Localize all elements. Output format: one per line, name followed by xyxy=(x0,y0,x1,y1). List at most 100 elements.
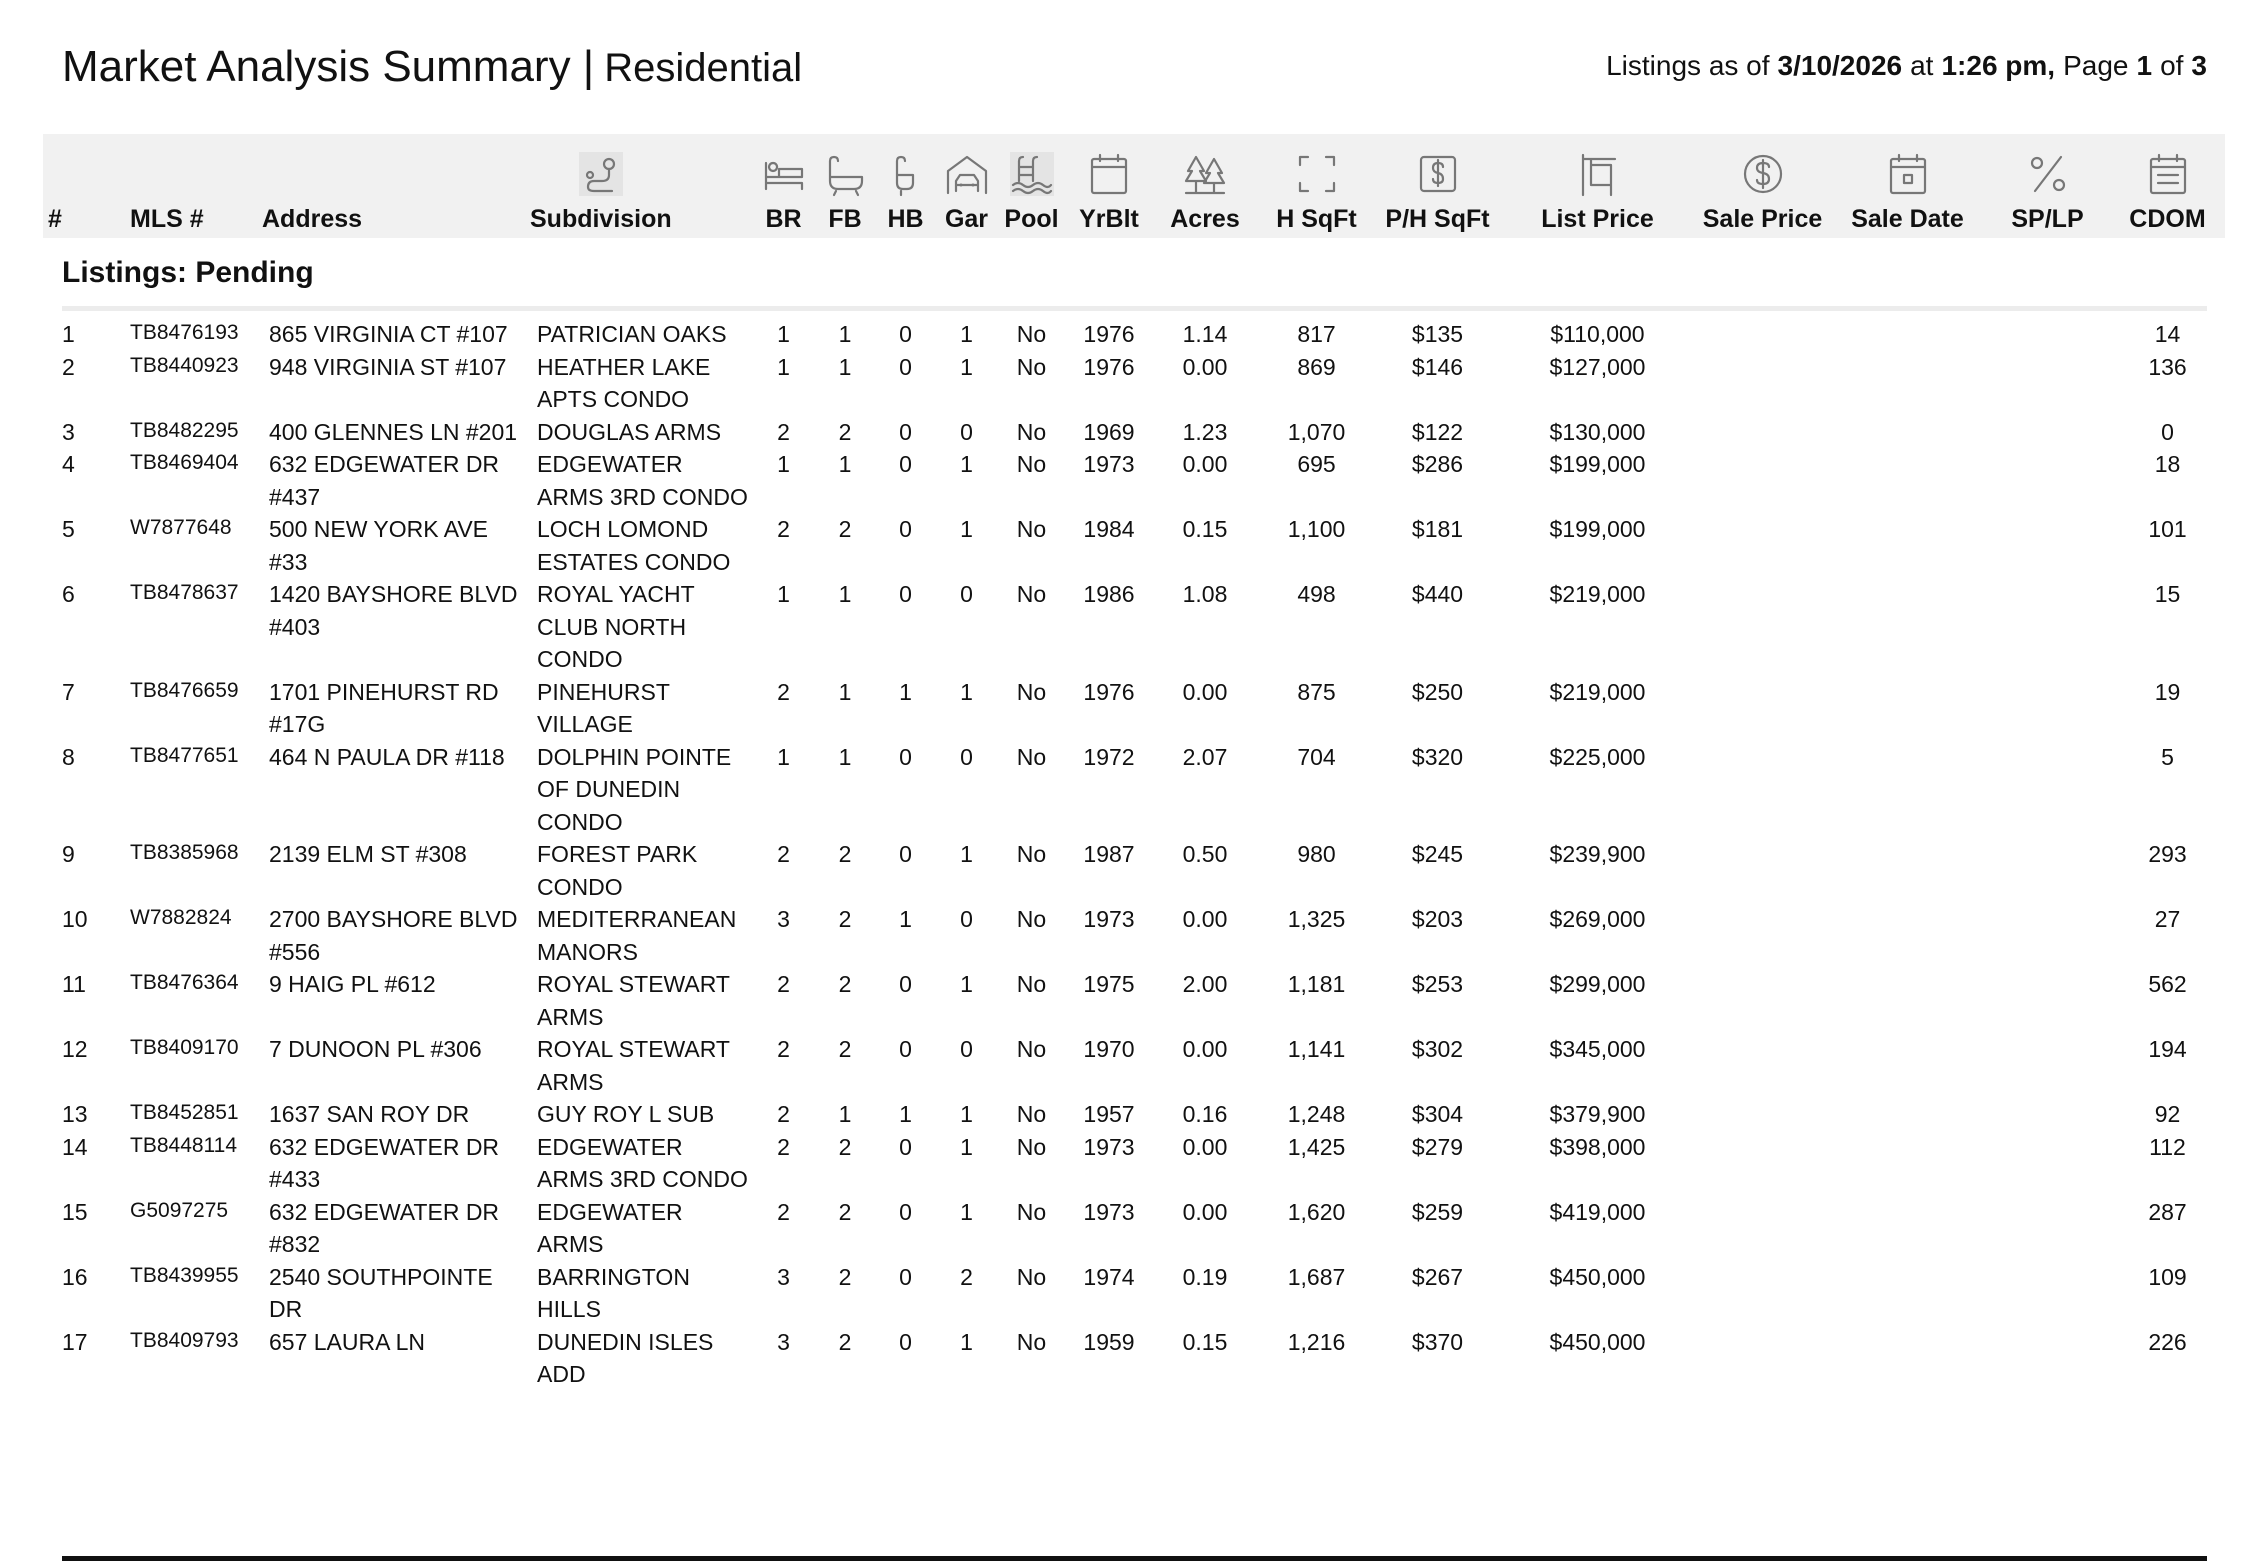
report-title: Market Analysis Summary | Residential xyxy=(62,42,802,92)
bedrooms: 1 xyxy=(777,353,790,380)
section-rule xyxy=(62,306,2207,311)
garage: 1 xyxy=(960,353,973,380)
heated-sqft: 817 xyxy=(1297,321,1336,347)
address: 2139 ELM ST #308 xyxy=(269,841,467,867)
half-baths: 0 xyxy=(899,1263,912,1290)
cell xyxy=(1695,448,1830,513)
cdom: 109 xyxy=(2148,1263,2187,1290)
pool: No xyxy=(1016,841,1047,867)
heated-sqft: 1,248 xyxy=(1287,1101,1346,1127)
mls-number: G5097275 xyxy=(130,1198,229,1222)
heated-sqft: 980 xyxy=(1297,841,1336,867)
list-price: $110,000 xyxy=(1550,321,1645,347)
address: 500 NEW YORK AVE #33 xyxy=(269,516,489,575)
full-baths: 2 xyxy=(838,1133,852,1160)
heated-sqft: 1,141 xyxy=(1287,1036,1346,1062)
address: 632 EDGEWATER DR #832 xyxy=(269,1198,500,1258)
half-baths: 0 xyxy=(899,1198,912,1225)
price-per-sqft: $320 xyxy=(1411,743,1464,770)
year-built: 1959 xyxy=(1083,1328,1135,1355)
column-icon xyxy=(946,155,987,195)
half-baths: 0 xyxy=(899,971,912,997)
bedrooms: 2 xyxy=(777,971,790,997)
section-label: Listings: Pending xyxy=(62,256,314,289)
cdom: 287 xyxy=(2148,1198,2187,1225)
column-label: # xyxy=(48,205,62,233)
garage: 1 xyxy=(960,1133,973,1160)
address: 2700 BAYSHORE BLVD #556 xyxy=(269,906,518,965)
row-number: 17 xyxy=(62,1328,88,1355)
pool: No xyxy=(1016,581,1047,607)
acres: 0.15 xyxy=(1182,516,1228,542)
garage: 1 xyxy=(960,1198,973,1225)
garage: 0 xyxy=(960,581,973,607)
cell xyxy=(1830,416,1985,449)
listing-table: 1 TB8476193 865 VIRGINIA CT #107 PATRICIAN … xyxy=(43,318,2225,1391)
column-label: CDOM xyxy=(2129,205,2206,233)
subdivision: GUY ROY L SUB xyxy=(537,1101,715,1127)
full-baths: 1 xyxy=(838,451,852,477)
subdivision: DOLPHIN POINTE OF DUNEDIN CONDO xyxy=(537,743,732,835)
cdom: 0 xyxy=(2161,418,2174,445)
column-label: BR xyxy=(765,205,802,233)
list-price: $219,000 xyxy=(1549,581,1646,607)
status-text: at xyxy=(1910,50,1934,81)
bedrooms: 3 xyxy=(777,1263,790,1290)
mls-number: TB8477651 xyxy=(130,743,239,767)
price-per-sqft: $135 xyxy=(1411,321,1464,347)
bedrooms: 1 xyxy=(777,321,790,347)
year-built: 1986 xyxy=(1083,581,1135,607)
bedrooms: 2 xyxy=(777,1101,790,1127)
list-price: $127,000 xyxy=(1549,353,1646,380)
column-icon xyxy=(1419,155,1456,193)
year-built: 1969 xyxy=(1083,418,1135,445)
cell xyxy=(1985,1261,2110,1326)
column-icon xyxy=(1581,153,1616,197)
column-icon xyxy=(1743,154,1782,194)
column-heading: Pool xyxy=(997,134,1066,238)
column-icon xyxy=(1298,155,1335,193)
subdivision: MEDITERRANEAN MANORS xyxy=(537,906,737,965)
cell xyxy=(1695,1033,1830,1098)
cdom: 92 xyxy=(2154,1101,2181,1127)
address: 632 EDGEWATER DR #433 xyxy=(269,1133,500,1193)
column-label: P/H SqFt xyxy=(1385,205,1490,233)
cell xyxy=(1830,1131,1985,1196)
column-heading: BR xyxy=(752,134,815,238)
listing-row: 2 TB8440923 948 VIRGINIA ST #107 HEATHER LA… xyxy=(43,351,2225,416)
column-label: List Price xyxy=(1541,205,1654,233)
half-baths: 0 xyxy=(899,743,912,770)
price-per-sqft: $245 xyxy=(1411,841,1464,867)
cell xyxy=(1985,1131,2110,1196)
pool: No xyxy=(1016,906,1047,932)
full-baths: 2 xyxy=(838,1198,852,1225)
cell xyxy=(1830,578,1985,676)
year-built: 1973 xyxy=(1083,1133,1135,1160)
pool: No xyxy=(1016,1133,1047,1160)
cdom: 136 xyxy=(2148,353,2187,380)
heated-sqft: 1,070 xyxy=(1287,418,1346,445)
cdom: 18 xyxy=(2154,451,2181,477)
cell xyxy=(1695,968,1830,1033)
bedrooms: 3 xyxy=(777,1328,790,1355)
listing-row: 12 TB8409170 7 DUNOON PL #306 ROYAL STEWART… xyxy=(43,1033,2225,1098)
pool: No xyxy=(1016,451,1047,477)
column-heading: HB xyxy=(875,134,936,238)
address: 464 N PAULA DR #118 xyxy=(269,743,505,770)
column-heading: YrBlt xyxy=(1066,134,1152,238)
pool: No xyxy=(1016,516,1047,542)
cell xyxy=(1985,1196,2110,1261)
garage: 0 xyxy=(960,743,973,770)
heated-sqft: 875 xyxy=(1297,678,1336,705)
listing-row: 10 W7882824 2700 BAYSHORE BLVD #556 MEDITER… xyxy=(43,903,2225,968)
full-baths: 1 xyxy=(838,353,852,380)
bedrooms: 2 xyxy=(777,841,790,867)
half-baths: 0 xyxy=(899,1036,912,1062)
column-heading: Sale Date xyxy=(1830,134,1985,238)
listing-row: 1 TB8476193 865 VIRGINIA CT #107 PATRICIAN … xyxy=(43,318,2225,351)
cdom: 112 xyxy=(2149,1133,2186,1160)
column-heading: Address xyxy=(262,134,530,238)
pool: No xyxy=(1016,1328,1047,1355)
cell xyxy=(1985,838,2110,903)
mls-number: TB8409793 xyxy=(130,1328,239,1352)
